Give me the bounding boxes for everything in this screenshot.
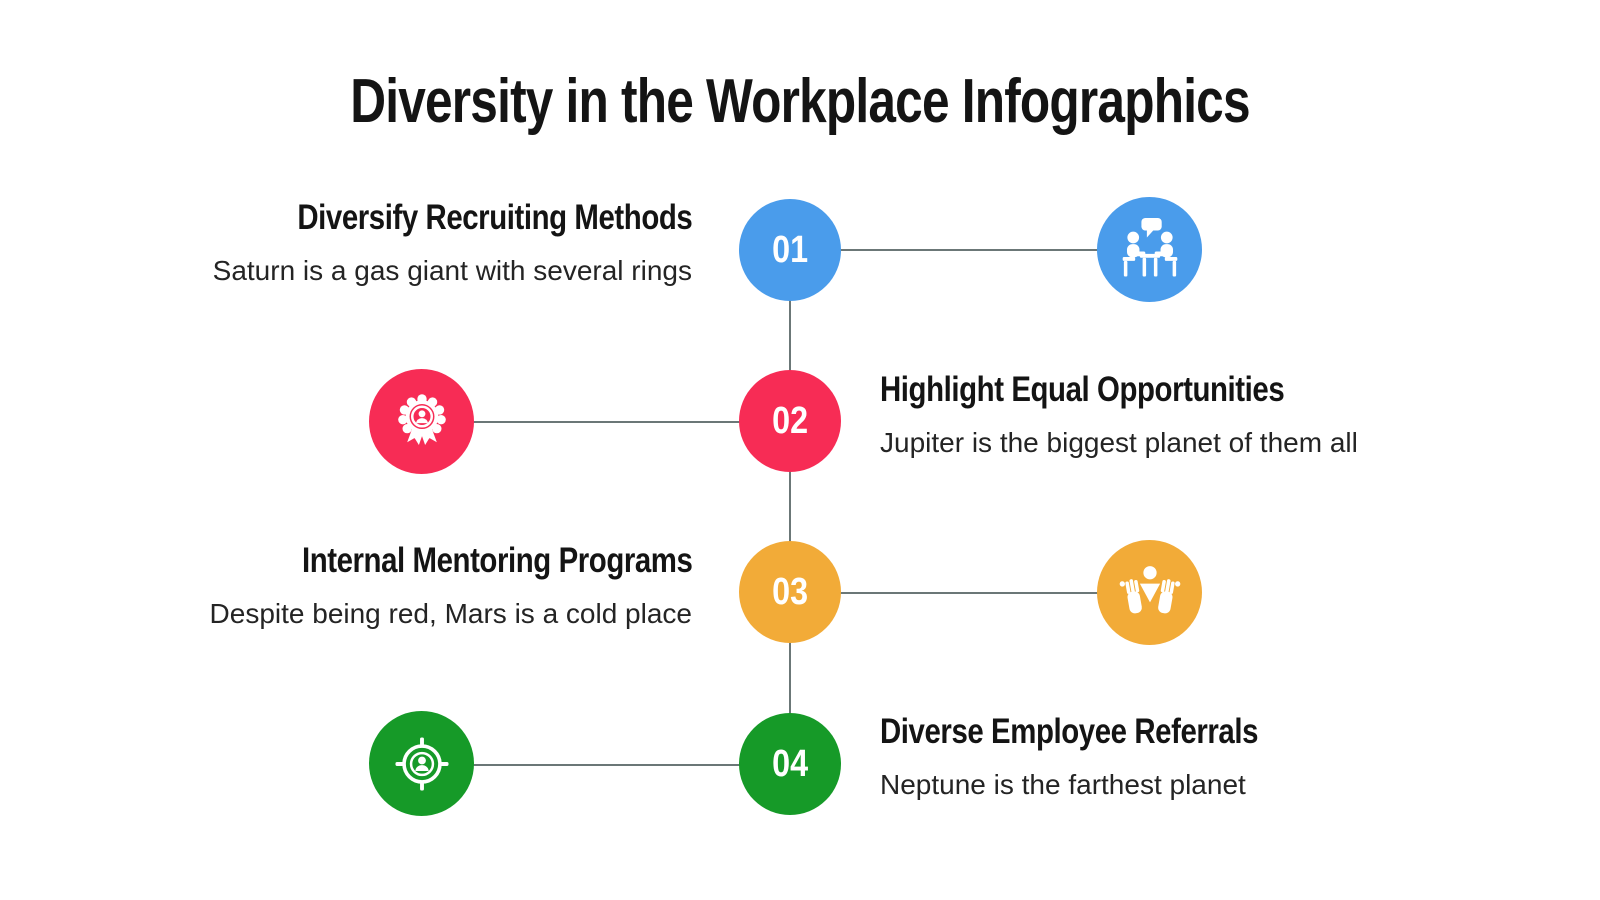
- step-3-heading: Internal Mentoring Programs: [301, 541, 692, 580]
- step-4-number: 04: [772, 742, 808, 785]
- interview-conversation-icon: [1097, 197, 1202, 302]
- connector-line-step-2: [422, 421, 790, 423]
- step-3-text: Internal Mentoring Programs Despite bein…: [209, 541, 693, 630]
- step-1-text: Diversify Recruiting Methods Saturn is a…: [212, 198, 693, 287]
- step-2-subtitle: Jupiter is the biggest planet of them al…: [880, 427, 1358, 458]
- step-2-number-badge: 02: [739, 370, 841, 472]
- step-4-subtitle: Neptune is the farthest planet: [880, 769, 1246, 800]
- step-3-number-badge: 03: [739, 541, 841, 643]
- timeline-vertical-line: [789, 250, 791, 762]
- step-3-number: 03: [772, 570, 808, 613]
- step-2-number: 02: [772, 399, 808, 442]
- step-1-subtitle: Saturn is a gas giant with several rings: [212, 255, 692, 286]
- hands-supporting-person-icon: [1097, 540, 1202, 645]
- award-badge-person-icon: [369, 369, 474, 474]
- connector-line-step-1: [790, 249, 1150, 251]
- connector-line-step-4: [422, 764, 790, 766]
- step-2-text: Highlight Equal Opportunities Jupiter is…: [880, 370, 1361, 459]
- connector-line-step-3: [790, 592, 1150, 594]
- step-2-heading: Highlight Equal Opportunities: [880, 370, 1285, 409]
- step-3-subtitle: Despite being red, Mars is a cold place: [209, 598, 692, 629]
- step-1-heading: Diversify Recruiting Methods: [296, 198, 692, 237]
- step-4-text: Diverse Employee Referrals Neptune is th…: [880, 712, 1330, 801]
- step-1-number: 01: [772, 228, 808, 271]
- target-person-icon: [369, 711, 474, 816]
- step-4-number-badge: 04: [739, 713, 841, 815]
- page-title: Diversity in the Workplace Infographics: [350, 67, 1250, 136]
- step-4-heading: Diverse Employee Referrals: [880, 712, 1259, 751]
- step-1-number-badge: 01: [739, 199, 841, 301]
